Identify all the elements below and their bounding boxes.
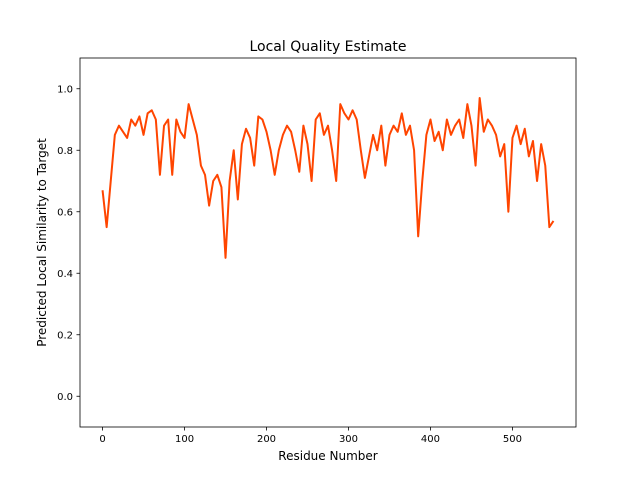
chart-title: Local Quality Estimate: [249, 39, 406, 55]
y-tick-label: 0.2: [57, 330, 73, 341]
x-tick-label: 300: [339, 434, 358, 445]
x-tick-label: 400: [421, 434, 440, 445]
plot-frame: [79, 57, 577, 428]
x-tick-label: 100: [175, 434, 194, 445]
x-tick-label: 500: [503, 434, 522, 445]
y-tick-label: 0.4: [57, 269, 73, 280]
x-tick-label: 200: [257, 434, 276, 445]
y-tick-label: 1.0: [57, 84, 73, 95]
x-axis-label: Residue Number: [278, 449, 377, 463]
y-tick-label: 0.0: [57, 392, 73, 403]
y-axis-label: Predicted Local Similarity to Target: [35, 138, 49, 347]
x-tick-label: 0: [99, 434, 105, 445]
y-tick-label: 0.8: [57, 146, 73, 157]
y-tick-label: 0.6: [57, 207, 73, 218]
data-line: [101, 96, 555, 259]
